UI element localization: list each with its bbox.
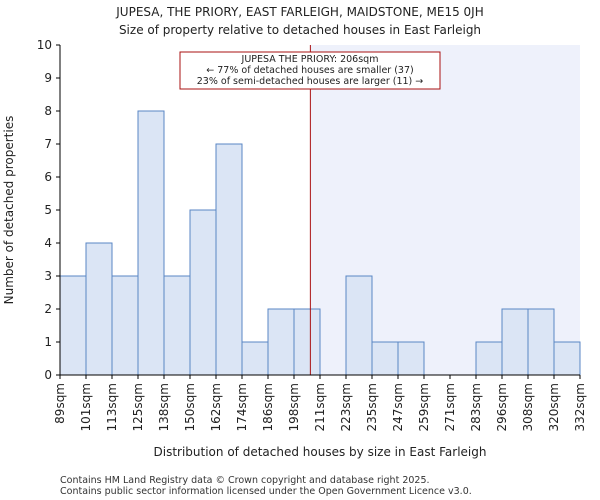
y-tick-label-7: 7 (44, 137, 52, 151)
x-tick-label-174sqm: 174sqm (235, 383, 249, 431)
footer-line-1: Contains HM Land Registry data © Crown c… (60, 475, 430, 486)
x-tick-label-198sqm: 198sqm (287, 383, 301, 431)
x-tick-label-150sqm: 150sqm (183, 383, 197, 431)
bar-283sqm (475, 341, 503, 376)
y-tick-label-1: 1 (44, 335, 52, 349)
x-tick-label-101sqm: 101sqm (79, 383, 93, 431)
y-axis-label: Number of detached properties (2, 116, 16, 305)
y-tick-label-0: 0 (44, 368, 52, 382)
bar-174sqm (241, 341, 269, 376)
x-tick-label-283sqm: 283sqm (469, 383, 483, 431)
x-tick-label-247sqm: 247sqm (391, 383, 405, 431)
x-tick-label-138sqm: 138sqm (157, 383, 171, 431)
bar-125sqm (137, 110, 165, 376)
x-tick-label-223sqm: 223sqm (339, 383, 353, 431)
bar-198sqm (293, 308, 321, 376)
annotation-box: JUPESA THE PRIORY: 206sqm ← 77% of detac… (179, 51, 441, 90)
y-tick-label-4: 4 (44, 236, 52, 250)
bar-162sqm (215, 143, 243, 376)
x-tick-label-113sqm: 113sqm (105, 383, 119, 431)
y-tick-label-9: 9 (44, 71, 52, 85)
x-tick-label-235sqm: 235sqm (365, 383, 379, 431)
footer-line-2: Contains public sector information licen… (60, 486, 472, 497)
x-tick-label-162sqm: 162sqm (209, 383, 223, 431)
bar-296sqm (501, 308, 529, 376)
annotation-box-frame (179, 51, 441, 90)
x-tick-label-259sqm: 259sqm (417, 383, 431, 431)
x-tick-label-308sqm: 308sqm (521, 383, 535, 431)
annotation-line-2: ← 77% of detached houses are smaller (37… (206, 65, 413, 76)
bar-320sqm (553, 341, 581, 376)
x-tick-label-320sqm: 320sqm (547, 383, 561, 431)
x-tick-label-271sqm: 271sqm (443, 383, 457, 431)
x-tick-label-332sqm: 332sqm (573, 383, 587, 431)
y-tick-label-10: 10 (37, 38, 52, 52)
y-tick-label-8: 8 (44, 104, 52, 118)
y-ticks: 0 1 2 3 4 5 6 7 8 9 10 (37, 38, 60, 382)
bars (59, 110, 581, 376)
bar-223sqm (345, 275, 373, 376)
bar-308sqm (527, 308, 555, 376)
annotation-line-3: 23% of semi-detached houses are larger (… (197, 76, 424, 87)
x-tick-label-89sqm: 89sqm (53, 383, 67, 424)
bar-150sqm (189, 209, 217, 376)
chart-subtitle: Size of property relative to detached ho… (119, 23, 481, 37)
bar-138sqm (163, 275, 191, 376)
bar-247sqm (397, 341, 425, 376)
x-ticks: 89sqm 101sqm 113sqm 125sqm 138sqm 150sqm 162sq… (53, 375, 587, 431)
y-tick-label-2: 2 (44, 302, 52, 316)
x-tick-label-186sqm: 186sqm (261, 383, 275, 431)
y-tick-label-5: 5 (44, 203, 52, 217)
y-tick-label-3: 3 (44, 269, 52, 283)
bar-101sqm (85, 242, 113, 376)
x-axis-label: Distribution of detached houses by size … (154, 445, 487, 459)
x-tick-label-296sqm: 296sqm (495, 383, 509, 431)
bar-89sqm (59, 275, 87, 376)
bar-113sqm (111, 275, 139, 376)
annotation-line-1: JUPESA THE PRIORY: 206sqm (241, 54, 379, 65)
chart-title: JUPESA, THE PRIORY, EAST FARLEIGH, MAIDS… (115, 5, 483, 19)
y-tick-label-6: 6 (44, 170, 52, 184)
x-tick-label-211sqm: 211sqm (313, 383, 327, 431)
x-tick-label-125sqm: 125sqm (131, 383, 145, 431)
bar-186sqm (267, 308, 295, 376)
bar-235sqm (371, 341, 399, 376)
